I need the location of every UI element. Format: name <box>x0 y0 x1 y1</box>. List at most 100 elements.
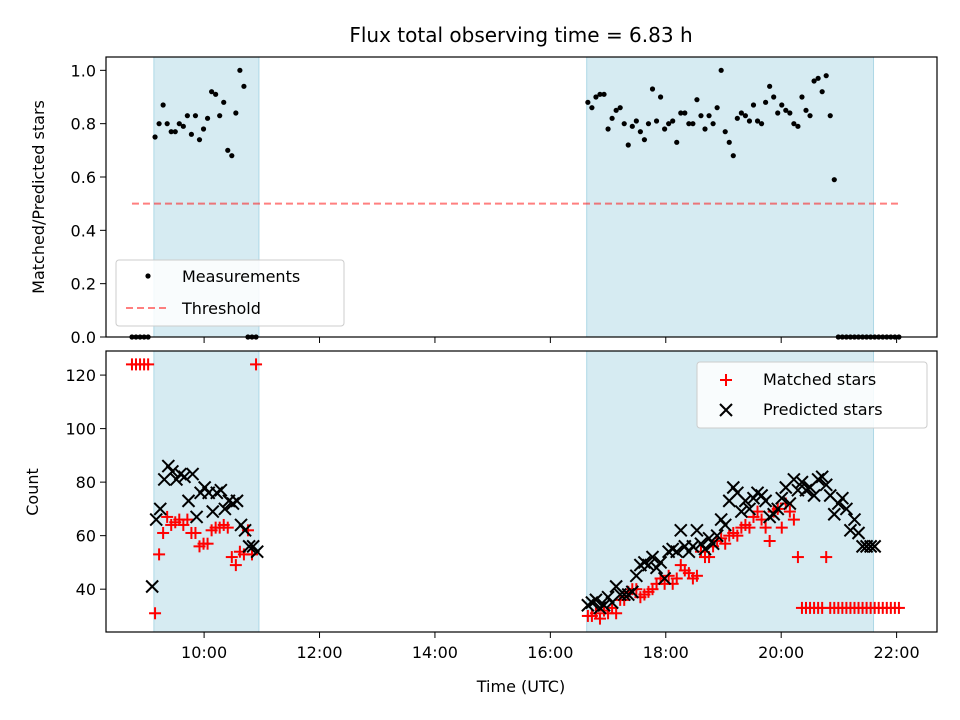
measurement-point <box>633 118 639 124</box>
predicted-star-point <box>177 470 192 484</box>
measurement-point <box>815 75 821 81</box>
measurement-point <box>791 121 797 127</box>
measurement-point <box>702 126 708 132</box>
top-x-ticks <box>203 337 898 343</box>
bottom-x-ticks: 10:00 12:00 14:00 16:00 18:00 20:00 22:00 <box>181 632 920 662</box>
measurement-point <box>686 121 692 127</box>
matched-star-point <box>593 612 606 625</box>
bottom-legend: Matched stars Predicted stars <box>696 361 928 429</box>
measurement-point <box>617 105 623 111</box>
top-ytick-label: 0.8 <box>71 115 96 134</box>
legend-measurements-label: Measurements <box>182 267 300 286</box>
measurement-point <box>795 123 801 129</box>
predicted-star-point <box>242 539 256 554</box>
measurement-point <box>637 129 643 135</box>
measurement-point <box>783 107 789 113</box>
measurement-point <box>763 99 769 105</box>
predicted-star-point <box>641 558 656 572</box>
matched-star-point <box>763 535 776 548</box>
predicted-star-point <box>617 587 631 602</box>
measurement-point <box>241 83 247 89</box>
measurement-point <box>787 110 793 116</box>
measurement-point <box>698 113 704 119</box>
measurement-point <box>674 139 680 145</box>
measurement-point <box>811 78 817 84</box>
measurement-point <box>217 113 223 119</box>
predicted-star-point <box>835 491 850 505</box>
predicted-star-point <box>827 507 841 521</box>
predicted-star-point <box>819 478 833 492</box>
measurement-point <box>621 121 627 127</box>
legend-threshold-label: Threshold <box>181 299 261 318</box>
matched-star-point <box>161 510 174 523</box>
predicted-star-point <box>863 539 878 554</box>
measurement-point <box>221 99 227 105</box>
measurement-point <box>156 121 162 127</box>
predicted-star-point <box>795 475 809 489</box>
xtick-label: 20:00 <box>758 643 804 662</box>
measurement-point <box>601 91 607 97</box>
bottom-y-ticks: 40 60 80 100 120 <box>65 366 106 599</box>
predicted-star-point <box>597 598 611 612</box>
measurement-point <box>694 97 700 103</box>
legend-measurements-marker <box>145 273 151 279</box>
predicted-star-point <box>758 494 773 508</box>
top-legend-box <box>115 259 345 327</box>
predicted-star-point <box>851 526 866 540</box>
top-ytick-label: 0.2 <box>71 275 96 294</box>
measurement-point <box>200 126 207 132</box>
measurement-point <box>152 134 158 140</box>
measurement-point <box>180 123 186 129</box>
predicted-star-point <box>653 555 668 570</box>
measurement-point <box>605 126 611 132</box>
measurement-point <box>168 129 174 135</box>
matched-star-point <box>221 521 234 534</box>
measurement-point <box>589 105 595 111</box>
measurement-point <box>750 102 757 108</box>
xtick-label: 12:00 <box>296 643 342 662</box>
predicted-star-point <box>145 579 159 594</box>
measurement-point <box>662 126 668 132</box>
measurement-point <box>803 107 809 113</box>
matched-star-point <box>892 601 905 614</box>
predicted-star-point <box>742 502 757 516</box>
measurement-point <box>819 89 825 95</box>
measurement-point <box>718 67 724 73</box>
measurement-point <box>779 102 785 108</box>
xtick-label: 10:00 <box>181 643 227 662</box>
matched-star-point <box>610 607 623 620</box>
top-ytick-label: 0.0 <box>71 328 96 347</box>
measurement-point <box>225 147 231 153</box>
matched-star-point <box>201 537 214 550</box>
matched-star-point <box>775 521 788 534</box>
predicted-star-point <box>214 483 228 497</box>
predicted-star-point <box>847 512 862 527</box>
predicted-star-point <box>690 523 704 538</box>
measurement-point <box>734 115 740 121</box>
predicted-star-point <box>185 467 200 481</box>
predicted-star-point <box>815 470 829 484</box>
predicted-star-point <box>645 550 660 564</box>
matched-star-point <box>743 521 756 534</box>
measurement-point <box>641 137 648 143</box>
matched-star-point <box>225 551 238 564</box>
measurement-point <box>738 110 744 116</box>
bottom-panel: 40 60 80 100 120 10:00 12:00 14:00 16:00 18:00 20… <box>23 350 938 696</box>
measurement-point <box>609 115 615 121</box>
predicted-star-point <box>807 488 821 503</box>
measurement-point <box>213 91 219 97</box>
predicted-star-point <box>589 593 603 607</box>
measurement-point <box>722 129 728 135</box>
predicted-star-point <box>218 502 232 516</box>
matched-star-point <box>670 572 683 585</box>
measurement-point <box>730 153 736 159</box>
top-span-1 <box>586 56 875 338</box>
predicted-star-point <box>771 502 785 516</box>
measurement-point <box>807 113 813 119</box>
measurement-point <box>666 121 672 127</box>
matched-star-point <box>791 551 804 564</box>
measurement-point <box>690 121 696 127</box>
measurement-point <box>593 94 599 100</box>
measurement-point <box>823 73 829 79</box>
